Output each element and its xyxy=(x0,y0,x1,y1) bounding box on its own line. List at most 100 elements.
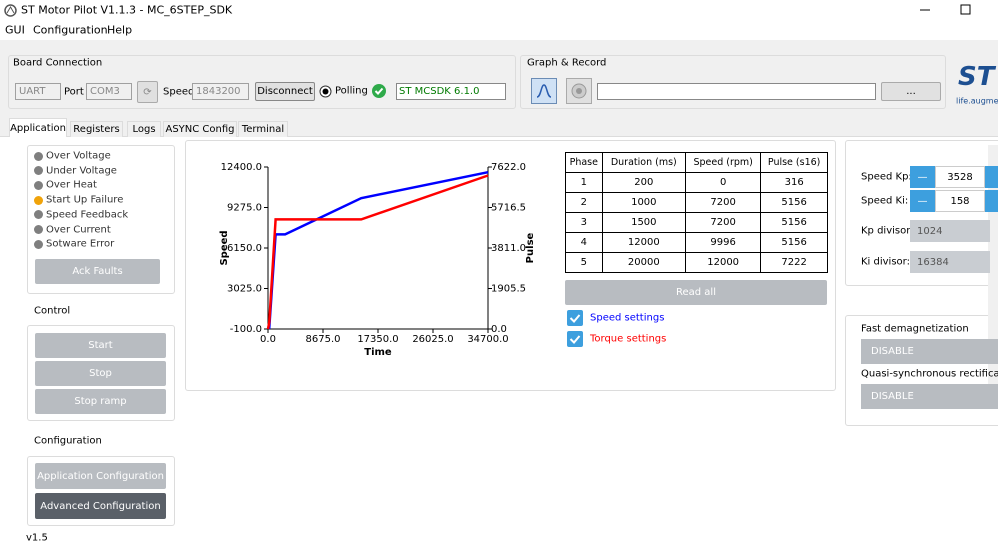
fault-indicator xyxy=(34,166,43,176)
control-group xyxy=(27,325,175,421)
tab-line xyxy=(0,136,998,137)
increment-button[interactable] xyxy=(985,166,998,188)
option-dropdown[interactable]: DISABLE xyxy=(861,384,998,409)
y2-tick-label: 3811.0 xyxy=(491,243,526,254)
polling-label: Polling xyxy=(335,85,368,97)
divisor-field[interactable]: 16384 xyxy=(910,251,990,273)
read-all-button[interactable]: Read all xyxy=(565,280,827,305)
record-button[interactable] xyxy=(566,78,592,104)
y2-tick-label: 7622.0 xyxy=(491,162,526,173)
header-cell: Pulse (s16) xyxy=(760,152,828,173)
stop-button[interactable]: Stop xyxy=(35,361,166,386)
cell: 1500 xyxy=(601,212,687,233)
header-cell: Phase xyxy=(565,152,603,173)
option-label: Fast demagnetization xyxy=(861,323,969,335)
header-cell: Duration (ms) xyxy=(601,152,687,173)
fault-label: Sotware Error xyxy=(46,238,115,250)
option-dropdown[interactable]: DISABLE xyxy=(861,339,998,364)
board-connection-group xyxy=(8,55,516,109)
interface-combo[interactable]: UART xyxy=(15,83,61,100)
legend-label: Speed settings xyxy=(590,312,665,324)
y-axis-label: Speed xyxy=(219,230,230,265)
table-row: 2 1000 7200 5156 xyxy=(565,192,828,213)
st-logo: ST xyxy=(958,62,995,92)
y2-tick-label: 5716.5 xyxy=(491,203,526,214)
refresh-button[interactable]: ⟳ xyxy=(137,81,158,103)
y2-tick-label: 1905.5 xyxy=(491,284,526,295)
decrement-button[interactable]: — xyxy=(910,190,935,212)
table-row: 4 12000 9996 5156 xyxy=(565,232,828,253)
gain-field[interactable]: 158 xyxy=(935,190,985,212)
table-row: 5 20000 12000 7222 xyxy=(565,252,828,273)
fault-label: Over Current xyxy=(46,224,111,235)
x-axis-label: Time xyxy=(364,347,392,358)
tab[interactable]: ASYNC Config xyxy=(163,121,237,137)
fault-indicator xyxy=(34,210,43,220)
x-tick-label: 17350.0 xyxy=(357,334,398,345)
start-button[interactable]: Start xyxy=(35,333,166,358)
table-row: 3 1500 7200 5156 xyxy=(565,212,828,233)
fault-label: Speed Feedback xyxy=(46,209,129,221)
gain-field[interactable]: 3528 xyxy=(935,166,985,188)
configuration-group xyxy=(27,456,175,526)
y-tick-label: 9275.0 xyxy=(227,203,262,214)
speed-gains-group xyxy=(845,140,998,286)
series-line xyxy=(268,170,489,329)
cell: 12000 xyxy=(601,232,687,253)
ramp-chart: -100.0 3025.0 6150.0 9275.0 12400.0 0.0 1905.5… xyxy=(219,162,536,358)
speed-label: Speed xyxy=(163,86,195,98)
advanced-config-button[interactable]: Advanced Configuration xyxy=(35,493,166,519)
port-combo[interactable]: COM3 xyxy=(86,83,132,100)
y-tick-label: 3025.0 xyxy=(227,284,262,295)
ack-faults-button[interactable]: Ack Faults xyxy=(35,259,160,284)
cell: 3 xyxy=(565,212,603,233)
graph-record-group xyxy=(520,55,946,109)
divisor-field[interactable]: 1024 xyxy=(910,220,990,242)
tab[interactable]: Logs xyxy=(127,121,161,137)
option-label: Quasi-synchronous rectificatio xyxy=(861,368,998,380)
app-config-button[interactable]: Application Configuration xyxy=(35,463,166,489)
stop-ramp-button[interactable]: Stop ramp xyxy=(35,389,166,414)
fault-indicator xyxy=(34,151,43,161)
fault-label: Start Up Failure xyxy=(46,194,124,206)
menu-item[interactable]: Help xyxy=(107,23,133,37)
fault-label: Over Voltage xyxy=(46,150,111,162)
disconnect-button[interactable]: Disconnect xyxy=(255,82,315,101)
tab[interactable]: Registers xyxy=(70,121,123,137)
cell: 1 xyxy=(565,172,603,193)
window-title: ST Motor Pilot V1.1.3 - MC_6STEP_SDK xyxy=(21,3,233,17)
logo-tagline: life.augme xyxy=(956,96,998,106)
fault-indicator xyxy=(34,180,43,190)
divisor-label: Kp divisor: xyxy=(861,225,914,237)
increment-button[interactable] xyxy=(985,190,998,212)
cell: 5 xyxy=(565,252,603,273)
x-tick-label: 34700.0 xyxy=(467,334,508,345)
tab[interactable]: Terminal xyxy=(238,121,288,137)
table-row: 1 200 0 316 xyxy=(565,172,828,193)
fault-label: Under Voltage xyxy=(46,165,117,177)
graph-button[interactable] xyxy=(531,78,557,104)
gain-label: Speed Kp: xyxy=(861,171,912,183)
menu-item[interactable]: Configuration xyxy=(33,23,108,37)
group-title: Graph & Record xyxy=(527,57,607,69)
window-controls[interactable] xyxy=(915,2,975,18)
ramp-group xyxy=(185,140,836,391)
faults-group xyxy=(27,145,175,294)
header-cell: Speed (rpm) xyxy=(684,152,762,173)
browse-button[interactable]: ... xyxy=(881,82,941,101)
tab[interactable]: Application xyxy=(9,118,67,137)
decrement-button[interactable]: — xyxy=(910,166,935,188)
x-tick-label: 0.0 xyxy=(260,334,276,345)
legend-checkboxes[interactable] xyxy=(567,310,583,348)
menu-item[interactable]: GUI xyxy=(5,23,25,37)
record-path-field[interactable] xyxy=(597,83,876,100)
scrollbar[interactable] xyxy=(988,145,998,405)
legend-label: Torque settings xyxy=(590,333,667,345)
cell: 20000 xyxy=(601,252,687,273)
polling-radio[interactable] xyxy=(319,85,332,98)
cell: 7222 xyxy=(760,252,828,273)
baud-combo[interactable]: 1843200 xyxy=(192,83,249,100)
fault-label: Over Heat xyxy=(46,179,97,191)
cell: 1000 xyxy=(601,192,687,213)
